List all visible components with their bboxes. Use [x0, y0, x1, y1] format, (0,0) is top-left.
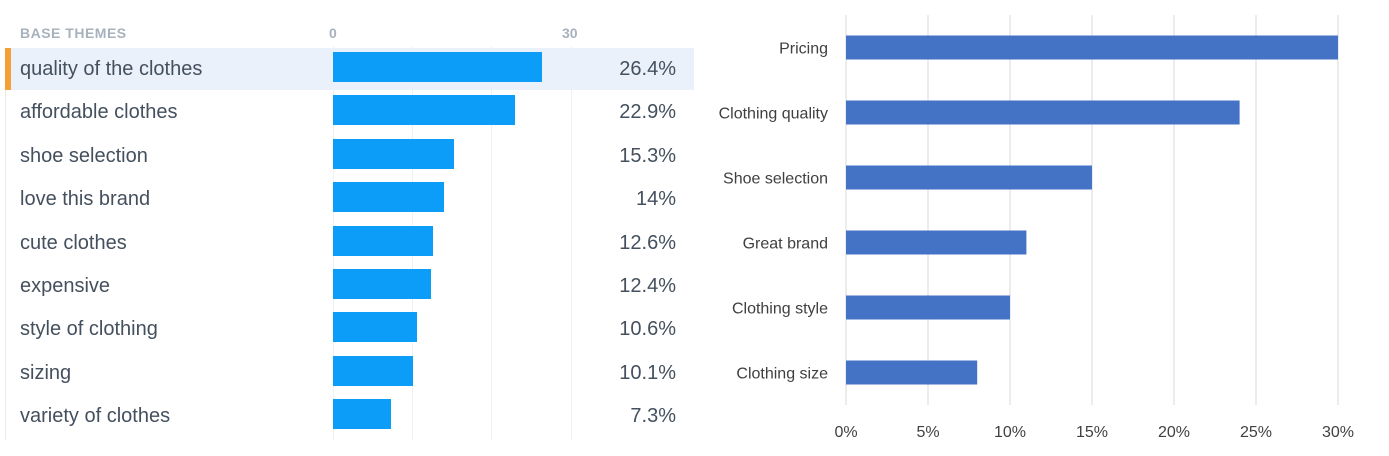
- theme-label: affordable clothes: [20, 101, 178, 124]
- category-label: Clothing quality: [719, 106, 828, 123]
- theme-label: variety of clothes: [20, 405, 171, 428]
- comparison-chart-panel: 0% 5% 10% 15% 20% 25% 30% Pricing Clothing quali…: [700, 0, 1389, 456]
- base-themes-panel: BASE THEMES 0 30 quality of the clothes 2…: [0, 25, 700, 440]
- theme-label: shoe selection: [20, 144, 148, 167]
- category-label: Clothing style: [732, 301, 828, 318]
- category-label: Clothing size: [736, 366, 828, 383]
- category-label: Great brand: [743, 236, 828, 253]
- theme-row[interactable]: shoe selection 15.3%: [0, 134, 700, 178]
- category-label: Shoe selection: [723, 171, 828, 188]
- panel-border: [5, 48, 6, 440]
- category-label: Pricing: [779, 41, 828, 58]
- x-tick-label: 15%: [1076, 424, 1108, 441]
- theme-value-label: 26.4%: [619, 58, 676, 80]
- x-tick-label: 25%: [1240, 424, 1272, 441]
- theme-value-label: 10.6%: [619, 318, 676, 341]
- comparison-bar-chart: 0% 5% 10% 15% 20% 25% 30% Pricing Clothing quali…: [719, 15, 1354, 441]
- base-themes-header: BASE THEMES: [20, 25, 127, 41]
- theme-bar: [333, 52, 543, 82]
- chart-bar: [846, 360, 978, 385]
- theme-value-label: 14%: [635, 188, 676, 211]
- theme-label: cute clothes: [20, 231, 127, 254]
- chart-bar: [846, 35, 1338, 60]
- theme-row[interactable]: affordable clothes 22.9%: [0, 90, 700, 134]
- chart-bar: [846, 230, 1027, 255]
- theme-bar: [333, 269, 432, 299]
- grid-line: [571, 46, 572, 440]
- x-tick-label: 30%: [1322, 424, 1354, 441]
- theme-row[interactable]: quality of the clothes 26.4%: [0, 47, 700, 91]
- theme-bar: [333, 225, 433, 256]
- theme-row[interactable]: variety of clothes 7.3%: [0, 394, 700, 438]
- theme-value-label: 15.3%: [619, 144, 676, 167]
- x-tick-label: 5%: [916, 424, 939, 441]
- x-tick-label: 10%: [994, 424, 1026, 441]
- theme-value-label: 12.6%: [619, 231, 676, 254]
- theme-value-label: 22.9%: [619, 101, 676, 124]
- theme-label: style of clothing: [20, 318, 158, 341]
- theme-bar: [333, 95, 515, 126]
- theme-bar: [333, 312, 418, 343]
- theme-value-label: 12.4%: [619, 275, 676, 297]
- theme-row[interactable]: style of clothing 10.6%: [0, 307, 700, 351]
- theme-bar: [333, 399, 391, 430]
- axis-tick-max: 30: [562, 25, 578, 41]
- x-tick-label: 0%: [834, 424, 857, 441]
- chart-bar: [846, 100, 1240, 125]
- theme-label: sizing: [20, 361, 72, 384]
- x-tick-label: 20%: [1158, 424, 1190, 441]
- theme-value-label: 10.1%: [619, 361, 676, 384]
- theme-row[interactable]: cute clothes 12.6%: [0, 221, 700, 265]
- chart-bar: [846, 295, 1010, 320]
- grid-line: [491, 46, 492, 440]
- theme-row[interactable]: love this brand 14%: [0, 177, 700, 221]
- theme-bar: [333, 182, 445, 213]
- theme-bar: [333, 138, 455, 169]
- selected-row-accent: [5, 48, 11, 90]
- theme-row[interactable]: sizing 10.1%: [0, 351, 700, 395]
- theme-label: quality of the clothes: [20, 58, 203, 80]
- theme-row[interactable]: expensive 12.4%: [0, 264, 700, 308]
- theme-bar: [333, 355, 414, 386]
- theme-value-label: 7.3%: [630, 405, 676, 428]
- axis-tick-min: 0: [329, 25, 337, 41]
- theme-label: love this brand: [20, 188, 151, 211]
- chart-bar: [846, 165, 1092, 190]
- theme-label: expensive: [20, 275, 111, 297]
